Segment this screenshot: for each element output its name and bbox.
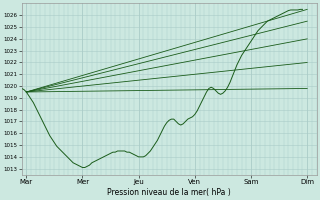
X-axis label: Pression niveau de la mer( hPa ): Pression niveau de la mer( hPa ): [107, 188, 231, 197]
